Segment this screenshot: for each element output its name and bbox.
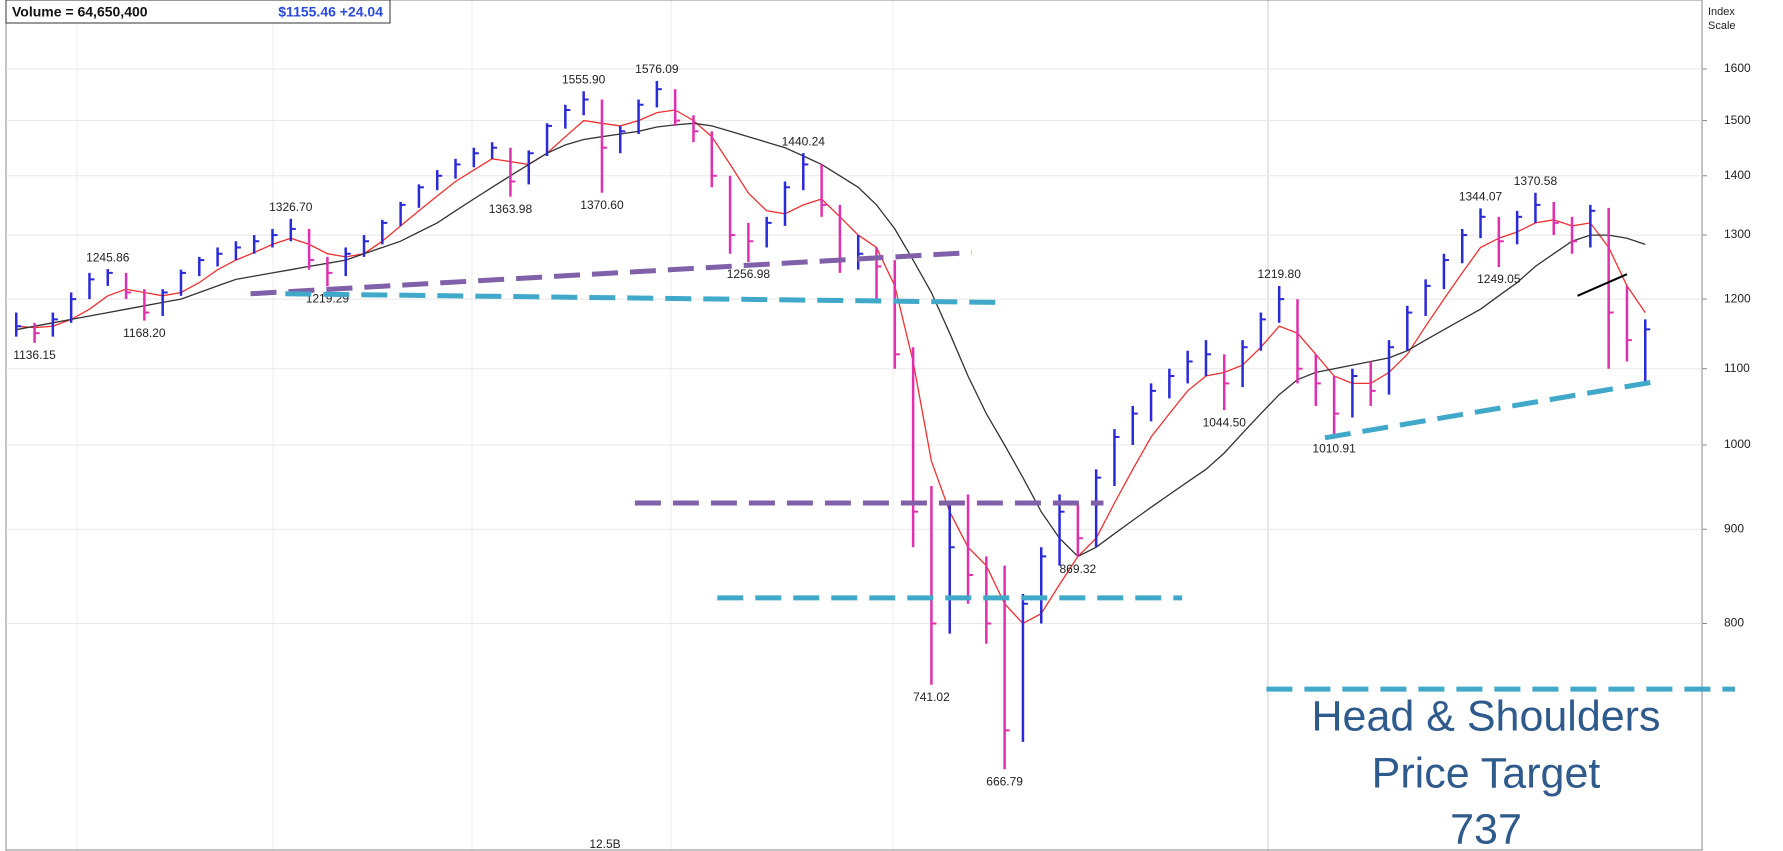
low-label: 1363.98 — [489, 202, 533, 216]
y-tick-label: 1000 — [1724, 437, 1751, 451]
target-value: 737 — [1450, 805, 1522, 851]
high-label: 1555.90 — [562, 72, 606, 86]
low-label: 1168.20 — [123, 326, 166, 340]
low-label: 1044.50 — [1203, 415, 1247, 429]
trendline — [250, 249, 972, 297]
volume-scale-label: 12.5B — [589, 837, 620, 851]
high-label: 1326.70 — [269, 200, 313, 214]
high-label: 1245.86 — [86, 250, 130, 264]
target-text: Head & Shoulders — [1312, 692, 1661, 740]
moving-average — [16, 109, 1646, 625]
target-text: Price Target — [1372, 749, 1601, 797]
low-label: 666.79 — [986, 774, 1023, 788]
high-label: 1219.80 — [1257, 267, 1301, 281]
volume-text: Volume = 64,650,400 — [12, 4, 148, 20]
y-tick-label: 1300 — [1724, 227, 1751, 241]
high-label: 1370.58 — [1514, 174, 1558, 188]
y-tick-label: 800 — [1724, 616, 1744, 630]
header-box — [5, 0, 391, 24]
low-label: 1010.91 — [1312, 441, 1356, 455]
moving-average — [16, 122, 1646, 558]
low-label: 869.32 — [1059, 562, 1096, 576]
date-grid — [76, 0, 1269, 851]
trendline — [1324, 378, 1659, 441]
high-label: 1344.07 — [1459, 190, 1503, 204]
high-label: 1576.09 — [635, 62, 679, 76]
plot-frame — [5, 0, 1703, 851]
y-tick-label: 1400 — [1724, 168, 1751, 182]
high-label: 1440.24 — [782, 134, 826, 148]
low-label: 1256.98 — [727, 267, 771, 281]
trendline — [285, 291, 1002, 305]
y-tick-label: 1600 — [1724, 61, 1751, 75]
trendline — [1577, 273, 1628, 297]
axis-label: Scale — [1708, 20, 1736, 32]
y-tick-label: 1200 — [1724, 291, 1751, 305]
axis-label: Index — [1708, 6, 1735, 18]
low-label: 1249.05 — [1477, 272, 1521, 286]
low-label: 1370.60 — [580, 198, 624, 212]
low-label: 741.02 — [913, 690, 950, 704]
price-text: $1155.46 +24.04 — [278, 4, 383, 20]
y-tick-label: 900 — [1724, 521, 1744, 535]
low-label: 1136.15 — [13, 348, 56, 362]
y-tick-label: 1100 — [1724, 361, 1750, 375]
y-tick-label: 1500 — [1724, 113, 1751, 127]
